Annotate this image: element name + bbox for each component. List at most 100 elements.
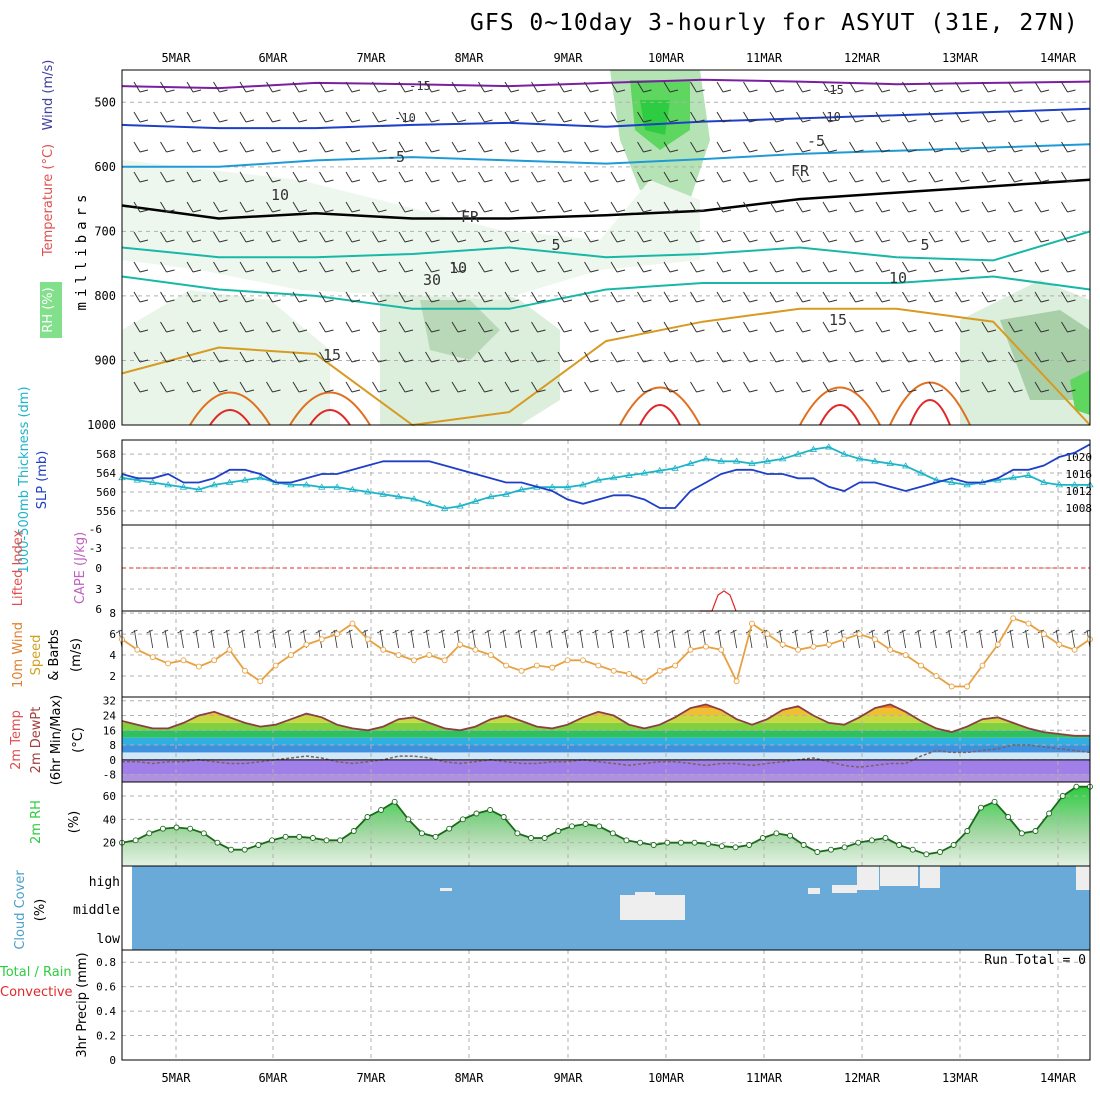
thickness-line-point [471, 497, 480, 504]
rh-line-point [296, 833, 303, 840]
thickness-tick-label: 556 [96, 505, 116, 518]
wind-barb [716, 381, 732, 393]
wind-barb [928, 81, 944, 93]
wind-speed-line-point [656, 667, 663, 674]
surface-wind-barb [546, 629, 553, 649]
wind-barb [955, 321, 970, 333]
surface-wind-barb [1068, 629, 1076, 649]
wind-barb [716, 141, 732, 153]
wind-barb [398, 81, 414, 93]
wind-barb [584, 231, 599, 243]
date-label-top: 12MAR [844, 51, 881, 65]
wind-barb [610, 231, 626, 243]
rh-line-point [487, 807, 494, 813]
rh-line-point [378, 807, 384, 813]
wind-barb [504, 201, 520, 213]
wind-speed-line-point [702, 643, 709, 650]
wind-barb [133, 111, 149, 123]
wind-barb [213, 111, 228, 123]
date-label-top: 6MAR [259, 51, 289, 65]
temp-band [122, 715, 1090, 723]
wind-barb [478, 111, 493, 123]
wind-barb [637, 351, 652, 363]
wind-speed-line-point [380, 646, 387, 653]
rh-line-point [446, 825, 453, 832]
wind-barb [425, 351, 440, 363]
wind-barb [769, 81, 785, 93]
wind-barb [902, 351, 917, 363]
thickness-line-point [379, 490, 387, 497]
rh-line-point [282, 833, 289, 840]
wind-barb [584, 261, 599, 273]
wind-barb [769, 291, 785, 303]
clear-sky-patch [832, 885, 857, 893]
thickness-line-point [640, 469, 649, 476]
wind-barb [133, 171, 149, 183]
wind-barb [531, 111, 546, 123]
wind-speed-line-point [1056, 641, 1063, 648]
thickness-line-point [778, 455, 787, 462]
wind-barb [637, 171, 652, 183]
wind-barb [610, 81, 626, 93]
cloud-axis-label: Cloud Cover [13, 870, 28, 950]
precip-convective-legend: Convective [0, 985, 73, 1000]
rh-tick-label: 20 [103, 837, 116, 850]
thickness-line-point [732, 457, 741, 464]
thickness-line-point [440, 504, 449, 511]
wind-barb [398, 321, 414, 333]
date-label-top: 13MAR [942, 51, 979, 65]
wind-barb [478, 231, 493, 243]
wind-barb [478, 321, 493, 333]
wind-barb [504, 81, 520, 93]
wind-barb [292, 171, 308, 183]
rh-line-point [964, 828, 971, 834]
wind-barb [955, 81, 970, 93]
wind-barb [213, 231, 228, 243]
wind-barb [849, 141, 864, 153]
isotherm-line [121, 230, 1091, 262]
rh-line-point [718, 843, 725, 850]
wind-barb [637, 231, 652, 243]
thickness-line-point [179, 483, 188, 490]
wind-barb [292, 291, 308, 303]
thickness-line-point [241, 476, 249, 483]
date-label-bottom: 12MAR [844, 1071, 881, 1085]
contour-label: 10 [449, 259, 467, 277]
date-label-top: 14MAR [1040, 51, 1077, 65]
wind-barb [955, 291, 970, 303]
wind-barb [425, 321, 440, 333]
wind-barb [213, 261, 228, 273]
wind-barb [345, 231, 361, 243]
clear-sky-patch [635, 892, 655, 910]
contour-label: 5 [551, 236, 560, 254]
thickness-tick-label: 560 [96, 486, 116, 499]
rh-line-point [787, 832, 794, 839]
wind-barb [610, 321, 626, 333]
wind-barb [319, 81, 334, 93]
wind-speed-line-point [349, 620, 356, 627]
rh-shading [1070, 370, 1090, 415]
wind-barb [1061, 231, 1076, 243]
rh-line-point [800, 842, 807, 848]
temp-tick-label: 32 [103, 695, 116, 708]
wind-barb [822, 321, 838, 333]
rh-line-point [159, 825, 166, 832]
wind-barb [319, 171, 334, 183]
rh-line-point [473, 810, 480, 817]
wind-barb [557, 201, 573, 213]
rh-line-point [187, 825, 194, 832]
wind-barb [981, 321, 997, 333]
cloud-unit-label: (%) [33, 899, 48, 922]
surface-wind-barb [254, 629, 261, 649]
wind-speed-line-point [687, 646, 694, 653]
surface-wind-barb [653, 629, 661, 649]
wind-barb [875, 111, 891, 123]
rh-line-point [855, 839, 862, 846]
rh-line-point [923, 851, 930, 858]
wind-barb [292, 111, 308, 123]
thickness-line-point [149, 478, 157, 485]
wind-barb [451, 141, 467, 153]
date-label-top: 10MAR [648, 51, 685, 65]
wind-speed-line-point [564, 657, 571, 664]
wind-barb [504, 381, 520, 393]
